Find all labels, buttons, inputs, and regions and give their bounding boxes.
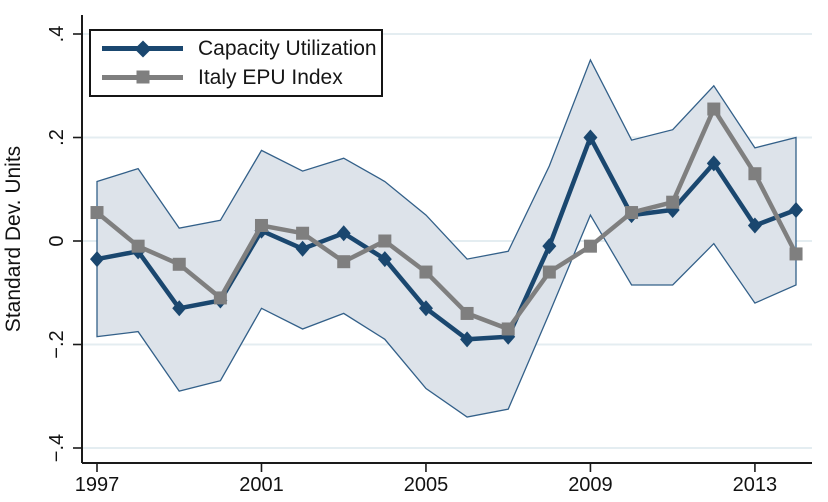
x-tick-label: 2001 (239, 474, 284, 496)
x-tick-label: 2005 (404, 474, 449, 496)
x-tick-label: 2013 (733, 474, 778, 496)
square-marker (789, 247, 803, 261)
diamond-marker (418, 300, 433, 317)
y-tick-label: .4 (46, 26, 68, 43)
y-tick-label: −.4 (46, 434, 68, 462)
diamond-marker (90, 251, 104, 268)
square-marker (213, 291, 227, 305)
square-marker (90, 206, 104, 220)
square-marker-icon (136, 70, 149, 84)
legend: Capacity Utilization Italy EPU Index (89, 29, 383, 97)
square-marker (748, 167, 762, 181)
legend-item-capacity-utilization: Capacity Utilization (102, 38, 381, 59)
y-tick-label: −.2 (46, 330, 68, 358)
square-marker (542, 265, 556, 279)
diamond-marker (542, 238, 557, 255)
y-tick-label: 0 (46, 235, 68, 246)
diamond-marker (747, 217, 762, 234)
square-marker (583, 239, 597, 253)
square-marker (666, 195, 680, 209)
x-tick-label: 1997 (75, 474, 120, 496)
series-line (96, 132, 797, 342)
diamond-marker (295, 240, 310, 257)
data-series (90, 102, 804, 348)
series-italy-epu-index (90, 102, 803, 336)
square-marker (625, 206, 639, 220)
square-marker (501, 322, 515, 336)
square-marker (131, 239, 145, 253)
diamond-marker (706, 155, 721, 172)
diamond-marker (789, 201, 804, 218)
diamond-marker (460, 331, 475, 348)
axes: .4 .2 0 −.2 −.4 1997 2001 2005 2009 2013 (46, 15, 812, 496)
confidence-band (96, 58, 797, 418)
square-marker (254, 218, 268, 232)
square-marker (460, 306, 474, 320)
square-marker (419, 265, 433, 279)
legend-label: Italy EPU Index (198, 65, 343, 89)
diamond-marker (583, 129, 598, 146)
series-line (95, 104, 799, 332)
x-tick-label: 2009 (568, 474, 613, 496)
band-outline (96, 58, 797, 418)
legend-sample-capacity-utilization (102, 40, 183, 58)
square-marker (337, 255, 351, 269)
legend-item-italy-epu-index: Italy EPU Index (102, 67, 381, 88)
legend-sample-italy-epu-index (102, 68, 183, 86)
diamond-marker (377, 251, 392, 268)
y-tick-label: .2 (46, 129, 68, 146)
square-marker (172, 257, 186, 271)
square-marker (707, 102, 721, 116)
square-marker (378, 234, 392, 248)
diamond-marker (172, 300, 187, 317)
band-fill (97, 59, 796, 418)
diamond-marker-icon (134, 40, 151, 58)
legend-label: Capacity Utilization (198, 37, 377, 61)
diamond-marker (336, 225, 351, 242)
y-axis-title: Standard Dev. Units (2, 146, 25, 332)
square-marker (296, 226, 310, 240)
